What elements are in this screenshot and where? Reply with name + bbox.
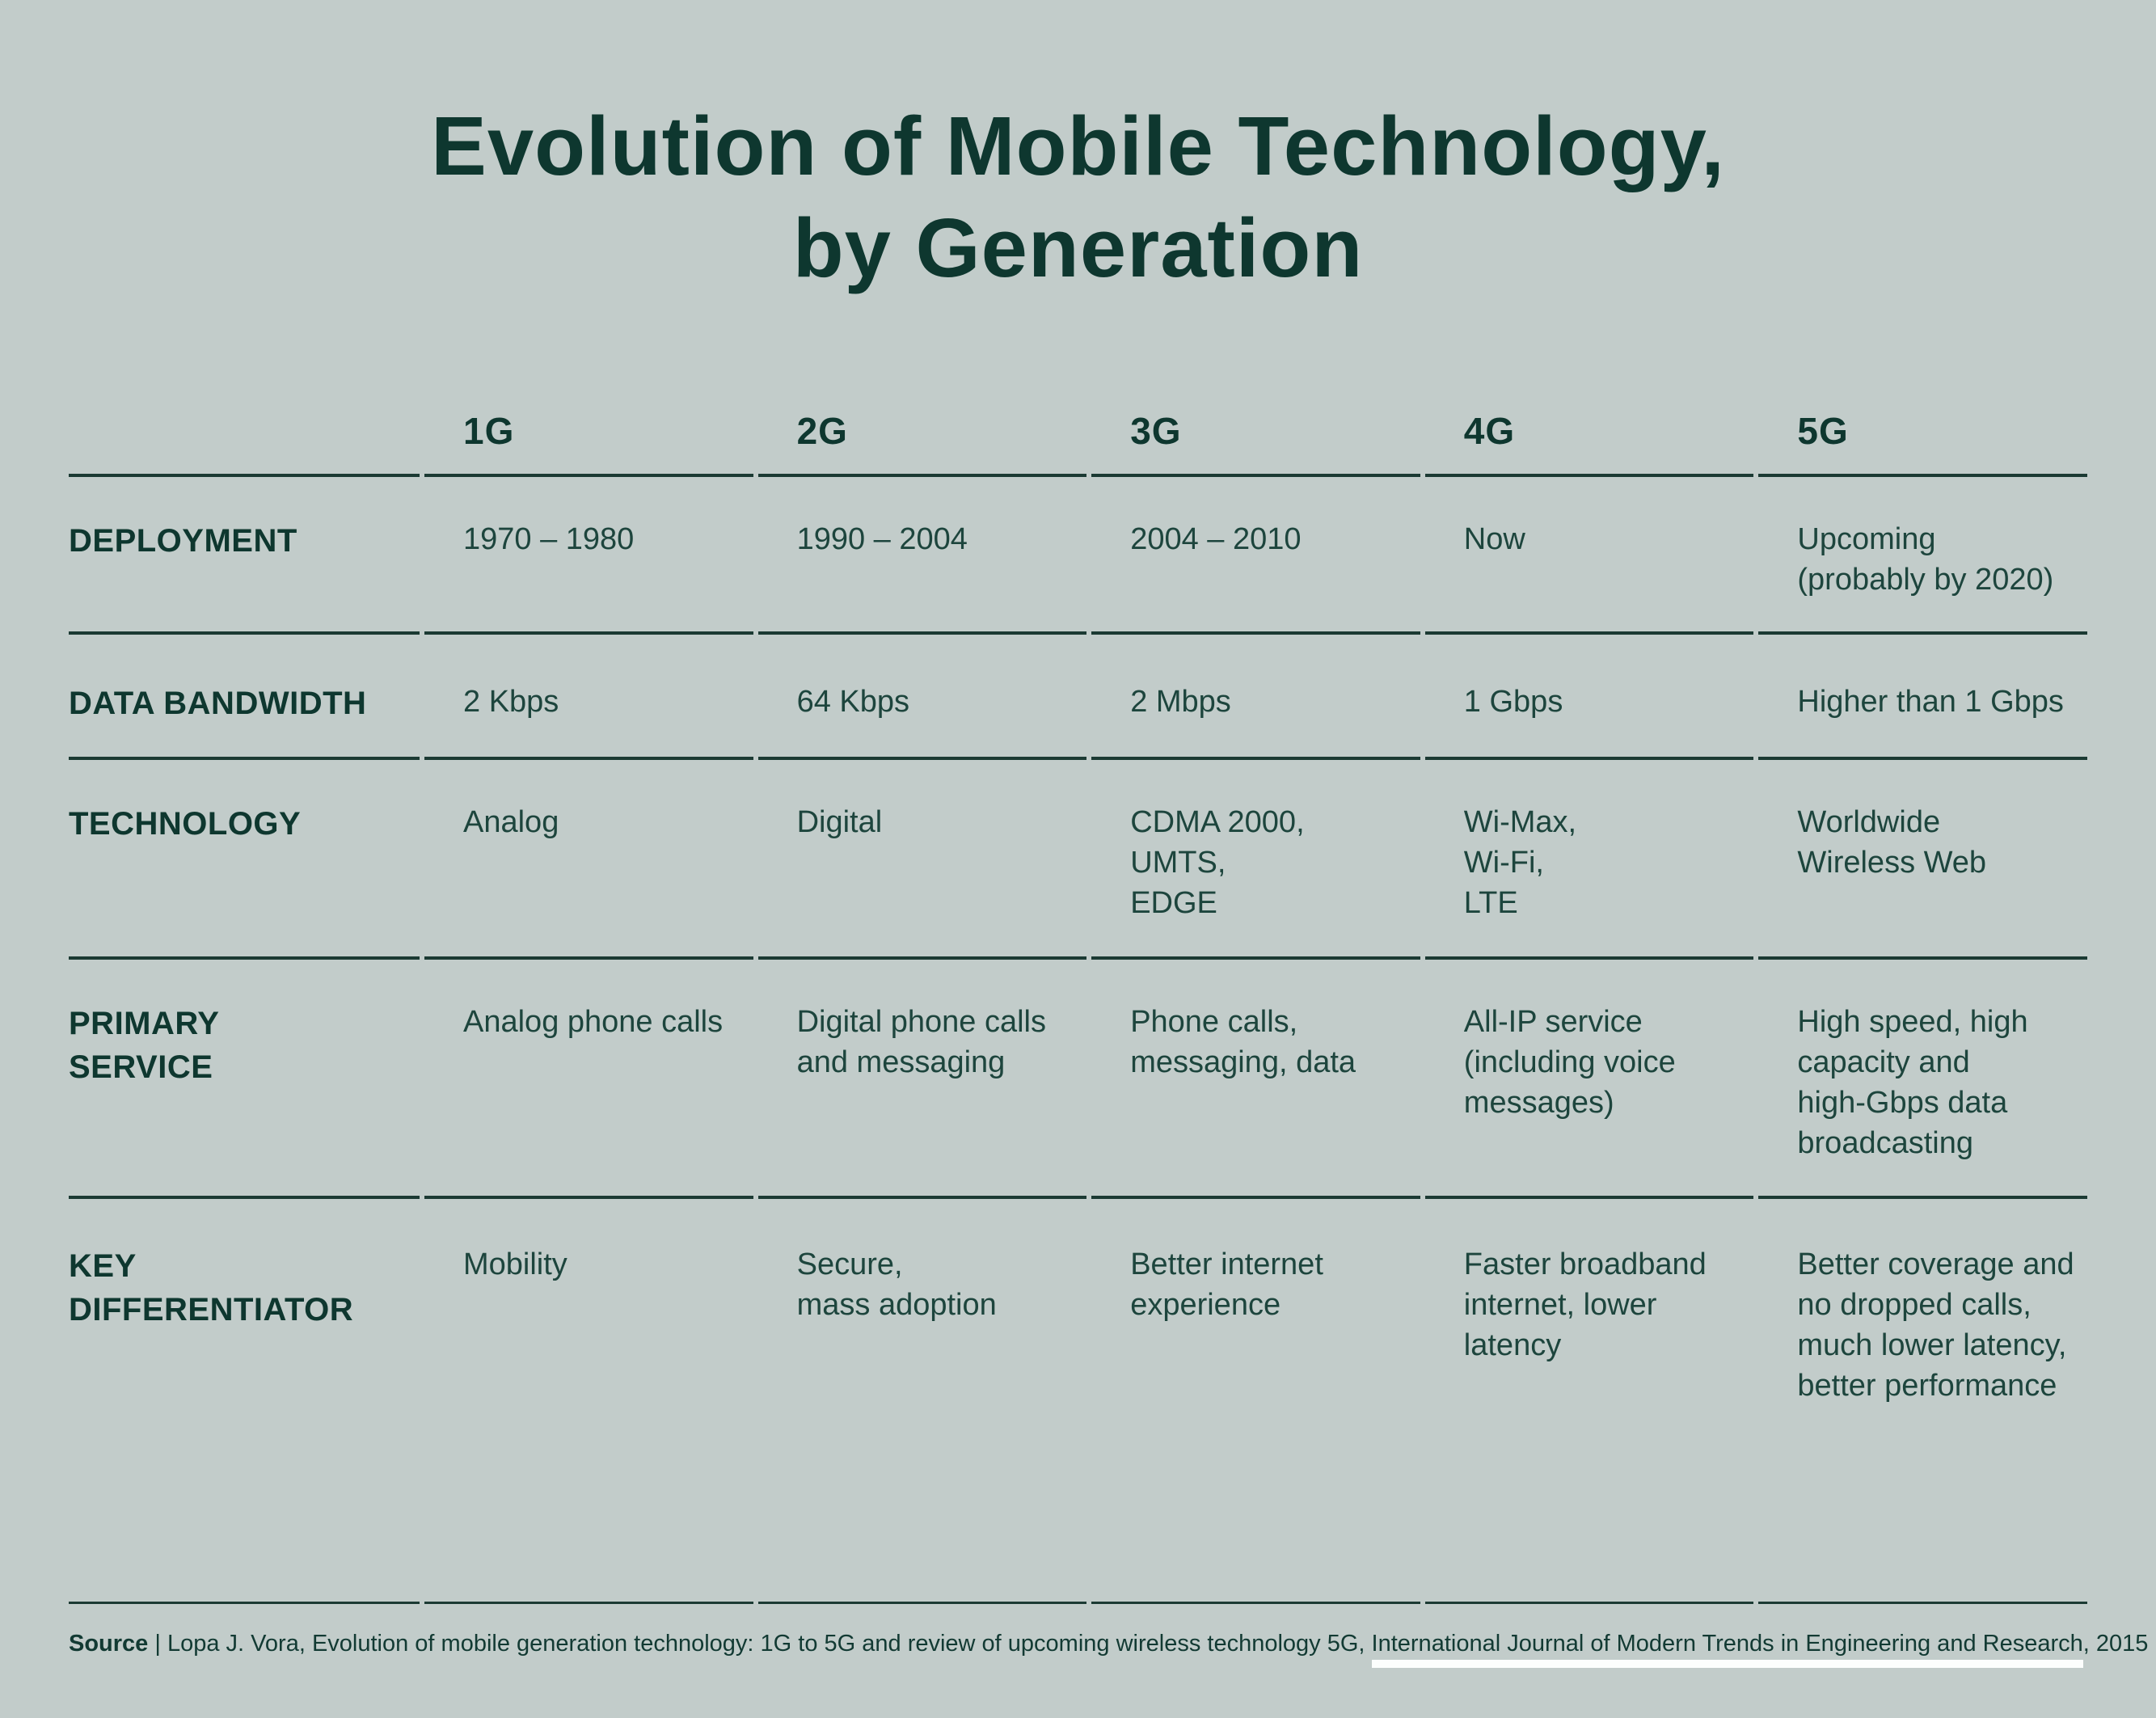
table-cell-keydiff-2g: Secure, mass adoption bbox=[757, 1199, 1087, 1604]
table-cell-deployment-3g: 2004 – 2010 bbox=[1091, 477, 1420, 635]
row-label-data-bandwidth: DATA BANDWIDTH bbox=[69, 635, 420, 760]
column-header-4g: 4G bbox=[1424, 395, 1754, 477]
column-header-spacer bbox=[69, 395, 420, 477]
source-label: Source bbox=[69, 1631, 149, 1657]
source-journal-link[interactable]: International Journal of Modern Trends i… bbox=[1371, 1631, 2083, 1668]
source-text: Lopa J. Vora, Evolution of mobile genera… bbox=[167, 1631, 1372, 1657]
table-cell-technology-5g: Worldwide Wireless Web bbox=[1758, 760, 2087, 960]
column-header-5g: 5G bbox=[1758, 395, 2087, 477]
source-year: , 2015 bbox=[2082, 1631, 2149, 1657]
source-separator: | bbox=[148, 1631, 167, 1657]
table-cell-bandwidth-2g: 64 Kbps bbox=[757, 635, 1087, 760]
table-cell-bandwidth-1g: 2 Kbps bbox=[424, 635, 753, 760]
table-cell-deployment-5g: Upcoming (probably by 2020) bbox=[1758, 477, 2087, 635]
table-cell-deployment-1g: 1970 – 1980 bbox=[424, 477, 753, 635]
table-cell-keydiff-1g: Mobility bbox=[424, 1199, 753, 1604]
row-label-deployment: DEPLOYMENT bbox=[69, 477, 420, 635]
table-cell-technology-2g: Digital bbox=[757, 760, 1087, 960]
table-cell-deployment-4g: Now bbox=[1424, 477, 1754, 635]
table-cell-bandwidth-5g: Higher than 1 Gbps bbox=[1758, 635, 2087, 760]
table-cell-technology-3g: CDMA 2000, UMTS, EDGE bbox=[1091, 760, 1420, 960]
source-citation: Source | Lopa J. Vora, Evolution of mobi… bbox=[69, 1627, 2148, 1668]
table-cell-keydiff-4g: Faster broadband internet, lower latency bbox=[1424, 1199, 1754, 1604]
page-title: Evolution of Mobile Technology, by Gener… bbox=[431, 99, 1725, 294]
table-cell-keydiff-5g: Better coverage and no dropped calls, mu… bbox=[1758, 1199, 2087, 1604]
row-label-primary-service: PRIMARY SERVICE bbox=[69, 960, 420, 1199]
row-label-key-differentiator: KEY DIFFERENTIATOR bbox=[69, 1199, 420, 1604]
column-header-2g: 2G bbox=[757, 395, 1087, 477]
table-cell-primary-1g: Analog phone calls bbox=[424, 960, 753, 1199]
table-cell-primary-2g: Digital phone calls and messaging bbox=[757, 960, 1087, 1199]
table-cell-technology-1g: Analog bbox=[424, 760, 753, 960]
table-cell-bandwidth-3g: 2 Mbps bbox=[1091, 635, 1420, 760]
table-cell-primary-4g: All-IP service (including voice messages… bbox=[1424, 960, 1754, 1199]
table-cell-technology-4g: Wi-Max, Wi-Fi, LTE bbox=[1424, 760, 1754, 960]
column-header-1g: 1G bbox=[424, 395, 753, 477]
generations-table: 1G 2G 3G 4G 5G DEPLOYMENT 1970 – 1980 19… bbox=[69, 395, 2087, 1604]
table-cell-bandwidth-4g: 1 Gbps bbox=[1424, 635, 1754, 760]
row-label-technology: TECHNOLOGY bbox=[69, 760, 420, 960]
table-cell-keydiff-3g: Better internet experience bbox=[1091, 1199, 1420, 1604]
table-cell-deployment-2g: 1990 – 2004 bbox=[757, 477, 1087, 635]
table-cell-primary-3g: Phone calls, messaging, data bbox=[1091, 960, 1420, 1199]
table-cell-primary-5g: High speed, high capacity and high-Gbps … bbox=[1758, 960, 2087, 1199]
column-header-3g: 3G bbox=[1091, 395, 1420, 477]
